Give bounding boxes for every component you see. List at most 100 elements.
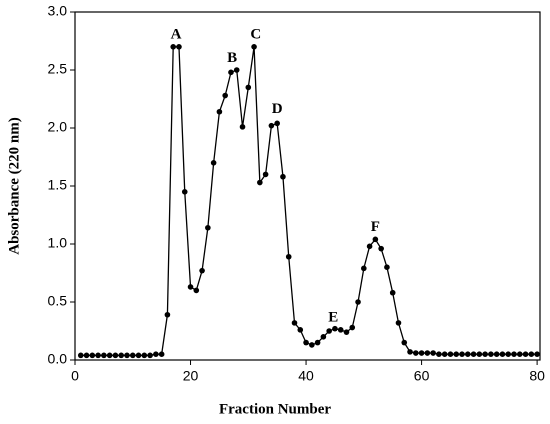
data-point	[187, 284, 194, 290]
data-point	[95, 352, 101, 359]
data-point	[309, 342, 315, 348]
data-point	[407, 349, 413, 355]
data-point	[476, 351, 483, 358]
data-point	[355, 299, 361, 305]
data-point	[245, 84, 252, 91]
data-point	[147, 352, 153, 359]
x-axis-title: Fraction Number	[219, 401, 331, 417]
data-point	[101, 352, 107, 359]
data-point	[274, 120, 280, 127]
data-point	[337, 327, 344, 333]
peak-label: B	[227, 50, 237, 66]
y-tick-label: 0.5	[48, 293, 68, 309]
data-point	[158, 351, 165, 358]
data-point	[453, 351, 460, 358]
data-point	[222, 92, 228, 99]
data-point	[459, 351, 465, 358]
data-point	[291, 320, 298, 326]
data-point	[153, 351, 159, 358]
plot-frame	[74, 11, 541, 361]
data-point	[488, 351, 494, 358]
data-point	[320, 334, 327, 340]
data-point	[164, 311, 171, 318]
data-point	[499, 351, 506, 358]
data-point	[205, 224, 211, 231]
data-point	[262, 171, 269, 178]
y-tick-label: 1.0	[48, 235, 68, 251]
data-point	[251, 44, 257, 50]
data-point	[124, 352, 130, 359]
data-point	[129, 352, 136, 359]
y-tick-label: 2.0	[48, 119, 68, 135]
data-point	[199, 267, 205, 274]
peak-label: D	[272, 101, 283, 117]
x-tick-label: 60	[414, 368, 430, 384]
data-point	[303, 339, 309, 346]
y-tick-label: 1.5	[48, 177, 68, 193]
y-tick-label: 2.5	[48, 61, 68, 77]
data-point	[516, 351, 523, 358]
data-point	[141, 352, 148, 359]
peak-label: F	[371, 219, 380, 235]
data-point	[366, 243, 373, 250]
data-point	[170, 44, 176, 50]
data-point	[395, 320, 402, 326]
data-point	[424, 350, 431, 356]
data-point	[470, 351, 477, 358]
data-point	[239, 124, 246, 130]
data-point	[233, 67, 240, 73]
data-point	[176, 44, 182, 50]
data-point	[361, 265, 367, 272]
data-line	[80, 46, 538, 357]
data-point	[401, 339, 408, 346]
peak-label: C	[250, 27, 261, 43]
data-point	[482, 351, 488, 358]
data-point	[77, 352, 84, 359]
data-point	[378, 245, 384, 252]
data-point	[464, 351, 471, 358]
data-point	[268, 122, 275, 129]
data-point	[314, 339, 321, 346]
data-point	[112, 352, 119, 359]
y-axis-title: Absorbance (220 nm)	[6, 117, 22, 255]
data-point	[493, 351, 500, 358]
data-point	[372, 236, 379, 243]
data-point	[413, 350, 419, 356]
data-point	[332, 325, 338, 332]
data-point	[436, 351, 442, 358]
data-point	[389, 289, 396, 296]
data-point	[106, 352, 113, 359]
data-point	[505, 351, 512, 358]
data-point	[528, 351, 535, 358]
data-point	[285, 253, 292, 260]
data-point	[118, 352, 125, 359]
data-point	[297, 327, 304, 333]
x-tick-label: 20	[183, 368, 199, 384]
data-point	[89, 352, 96, 359]
data-point	[280, 173, 286, 180]
data-point	[447, 351, 454, 358]
data-point	[522, 351, 529, 358]
data-point	[418, 350, 425, 356]
data-point	[441, 351, 448, 358]
y-tick-label: 3.0	[48, 3, 68, 19]
data-point	[534, 351, 540, 358]
data-point	[430, 350, 436, 356]
data-point	[384, 264, 390, 271]
data-point	[135, 352, 142, 359]
data-point	[257, 179, 263, 186]
data-point	[349, 324, 356, 331]
peak-label: E	[328, 310, 338, 326]
data-point	[343, 329, 350, 335]
data-point	[511, 351, 517, 358]
data-point	[210, 160, 217, 166]
x-tick-label: 40	[298, 368, 314, 384]
data-point	[228, 69, 234, 76]
x-tick-label: 80	[529, 368, 545, 384]
x-tick-label: 0	[71, 368, 79, 384]
y-tick-label: 0.0	[48, 351, 68, 367]
data-point	[181, 189, 188, 195]
data-point	[326, 328, 332, 334]
data-point	[83, 352, 90, 359]
